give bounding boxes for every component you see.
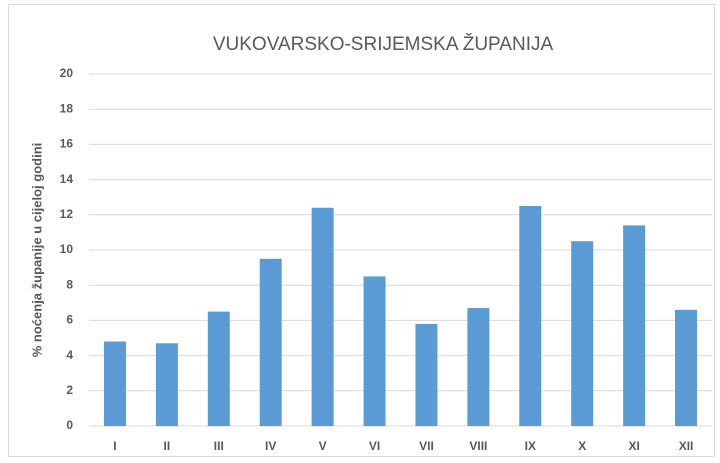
x-tick-label: I bbox=[113, 439, 116, 453]
y-tick-label: 12 bbox=[60, 207, 74, 221]
chart-border bbox=[8, 4, 715, 457]
y-tick-label: 6 bbox=[66, 313, 73, 327]
bar bbox=[207, 311, 230, 426]
x-tick-label: XI bbox=[628, 439, 639, 453]
y-tick-label: 4 bbox=[66, 348, 73, 362]
bar bbox=[259, 258, 282, 426]
bar bbox=[415, 323, 438, 426]
x-tick-label: X bbox=[578, 439, 586, 453]
x-tick-label: XII bbox=[679, 439, 694, 453]
y-tick-label: 16 bbox=[60, 137, 74, 151]
y-tick-label: 2 bbox=[66, 383, 73, 397]
y-tick-label: 8 bbox=[66, 277, 73, 291]
bar bbox=[363, 276, 386, 426]
bar bbox=[103, 341, 126, 426]
y-tick-label: 18 bbox=[60, 101, 74, 115]
x-tick-label: VIII bbox=[469, 439, 487, 453]
x-tick-label: IV bbox=[265, 439, 276, 453]
x-tick-label: VII bbox=[419, 439, 434, 453]
bar bbox=[623, 225, 646, 426]
x-tick-label: III bbox=[214, 439, 224, 453]
bar bbox=[519, 206, 542, 426]
chart-title: VUKOVARSKO-SRIJEMSKA ŽUPANIJA bbox=[213, 33, 554, 55]
bar bbox=[155, 343, 178, 426]
bar bbox=[467, 308, 490, 426]
x-tick-label: II bbox=[164, 439, 171, 453]
y-tick-label: 14 bbox=[60, 172, 74, 186]
bar bbox=[675, 309, 698, 426]
y-tick-label: 10 bbox=[60, 242, 74, 256]
x-tick-label: V bbox=[319, 439, 327, 453]
x-tick-label: VI bbox=[369, 439, 380, 453]
bar bbox=[311, 207, 334, 426]
y-tick-label: 20 bbox=[60, 66, 74, 80]
x-tick-label: IX bbox=[525, 439, 536, 453]
y-tick-label: 0 bbox=[66, 418, 73, 432]
bar bbox=[571, 241, 594, 426]
y-axis-label: % noćenja županije u cijeloj godini bbox=[29, 143, 44, 358]
